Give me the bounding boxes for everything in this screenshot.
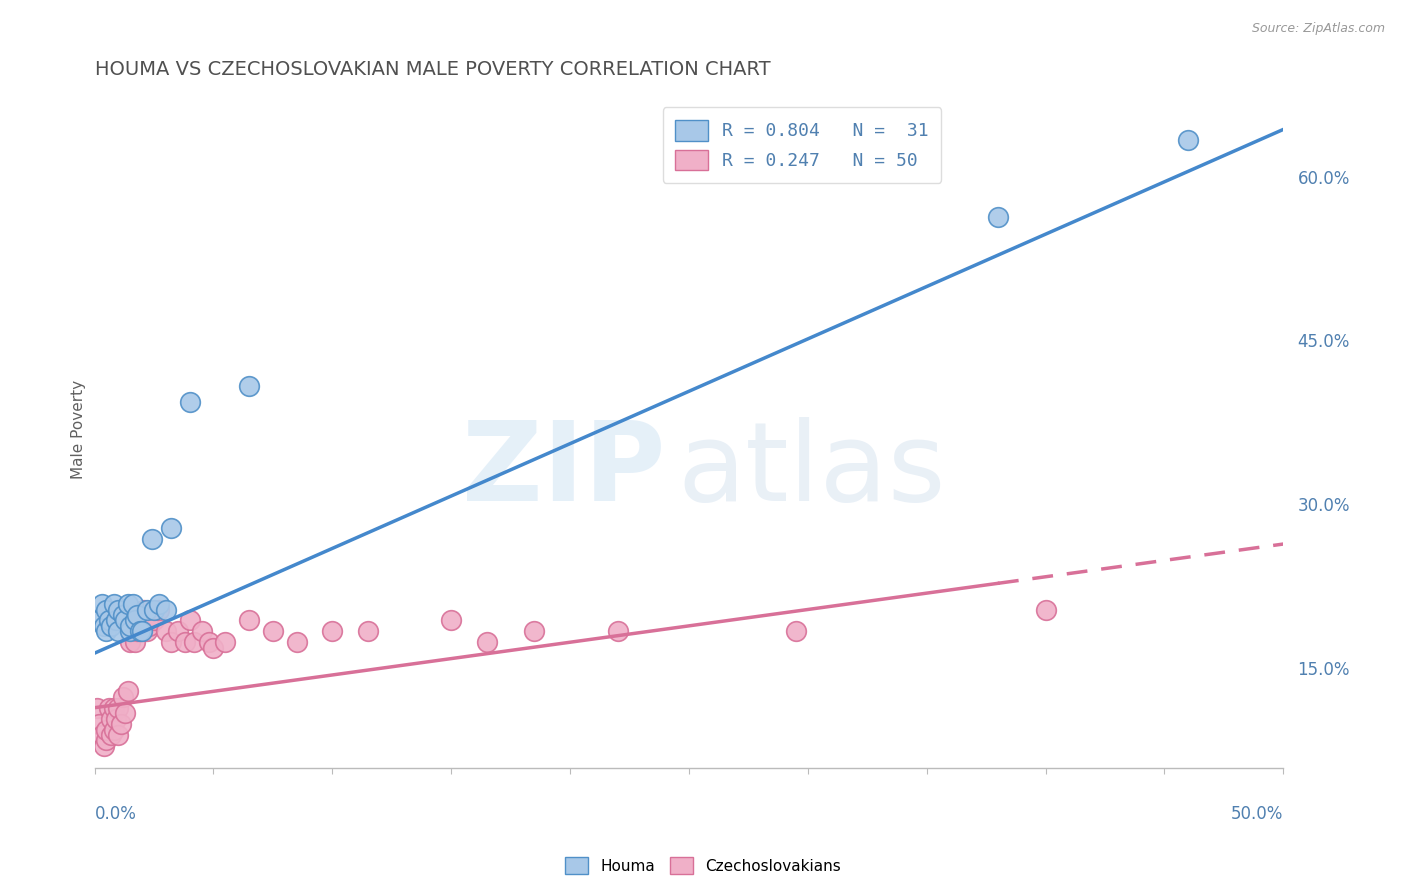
Text: 0.0%: 0.0% [94,805,136,823]
Point [131,619,153,633]
Point [124,635,146,649]
Point [121,597,143,611]
Point [785,624,807,639]
Point [97,614,120,628]
Point [107,624,129,639]
Point [166,624,188,639]
Point [148,602,170,616]
Point [114,706,136,720]
Point [96,602,118,616]
Text: 15.0%: 15.0% [1298,660,1350,679]
Point [124,614,146,628]
Point [90,597,112,611]
Point [987,210,1010,224]
Point [238,614,260,628]
Point [89,614,111,628]
Point [107,700,129,714]
Point [1177,133,1199,147]
Point [96,733,118,747]
Point [93,619,115,633]
Point [96,723,118,737]
Point [97,700,120,714]
Point [606,624,628,639]
Point [112,607,135,622]
Point [120,624,142,639]
Point [110,717,132,731]
Point [155,602,177,616]
Point [100,712,122,726]
Point [214,635,236,649]
Point [141,532,163,546]
Point [93,739,115,753]
Point [117,597,139,611]
Text: 30.0%: 30.0% [1298,497,1350,515]
Point [197,635,219,649]
Point [117,684,139,698]
Point [143,602,166,616]
Point [138,619,160,633]
Point [179,614,201,628]
Point [134,602,156,616]
Point [135,602,157,616]
Point [148,597,170,611]
Point [103,700,125,714]
Point [104,614,127,628]
Point [174,635,197,649]
Point [128,624,150,639]
Point [135,624,157,639]
Point [440,614,463,628]
Point [128,614,150,628]
Text: HOUMA VS CZECHOSLOVAKIAN MALE POVERTY CORRELATION CHART: HOUMA VS CZECHOSLOVAKIAN MALE POVERTY CO… [94,60,770,78]
Point [202,640,225,655]
Text: Source: ZipAtlas.com: Source: ZipAtlas.com [1251,22,1385,36]
Legend: R = 0.804   N =  31, R = 0.247   N = 50: R = 0.804 N = 31, R = 0.247 N = 50 [662,107,942,183]
Y-axis label: Male Poverty: Male Poverty [72,380,86,479]
Point [100,619,122,633]
Point [131,624,153,639]
Point [103,723,125,737]
Text: 50.0%: 50.0% [1230,805,1284,823]
Point [107,728,129,742]
Point [89,717,111,731]
Point [114,614,136,628]
Point [159,521,181,535]
Legend: Houma, Czechoslovakians: Houma, Czechoslovakians [558,851,848,880]
Point [143,614,166,628]
Text: atlas: atlas [678,417,945,524]
Point [127,624,149,639]
Point [120,619,142,633]
Point [262,624,284,639]
Point [100,728,122,742]
Point [127,607,149,622]
Text: ZIP: ZIP [461,417,665,524]
Point [238,379,260,393]
Point [121,614,143,628]
Point [155,624,177,639]
Point [357,624,380,639]
Text: 60.0%: 60.0% [1298,169,1350,187]
Point [107,602,129,616]
Point [90,728,112,742]
Point [86,700,108,714]
Point [120,635,142,649]
Point [523,624,546,639]
Point [1035,602,1057,616]
Text: 45.0%: 45.0% [1298,334,1350,351]
Point [475,635,498,649]
Point [112,690,135,704]
Point [159,635,181,649]
Point [190,624,212,639]
Point [179,395,201,409]
Point [104,712,127,726]
Point [183,635,205,649]
Point [285,635,308,649]
Point [96,624,118,639]
Point [321,624,343,639]
Point [103,597,125,611]
